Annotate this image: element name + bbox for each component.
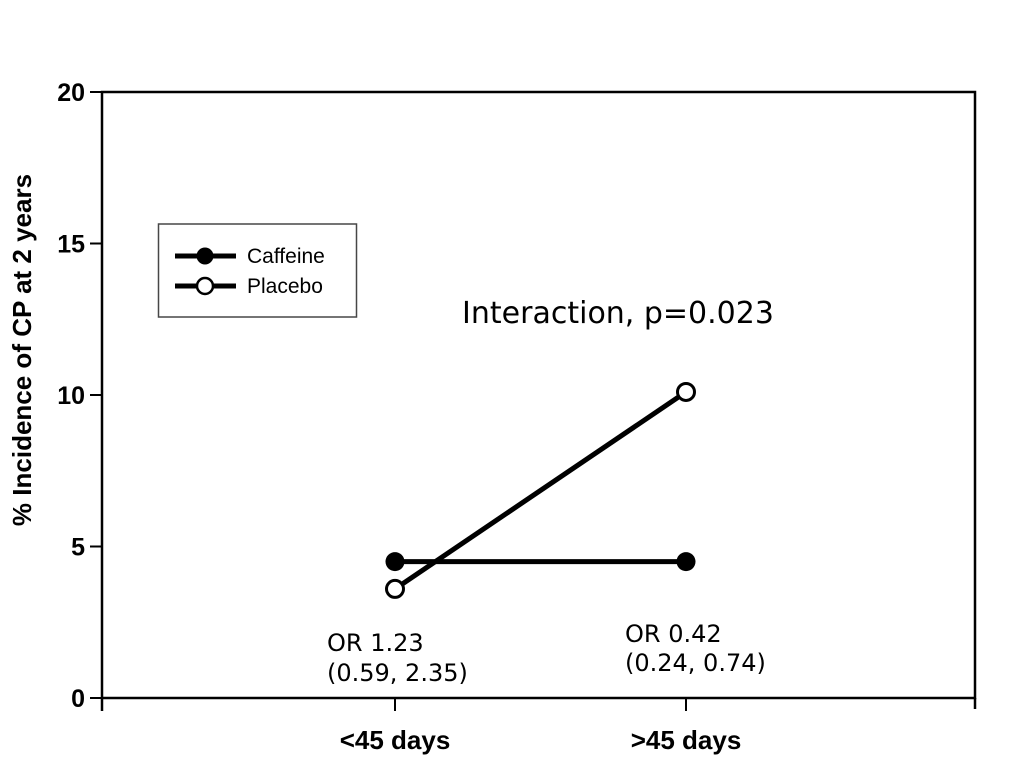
annotation-or-gt45-line2: (0.24, 0.74) <box>625 649 766 677</box>
plot-border <box>100 90 977 700</box>
legend-label-placebo: Placebo <box>247 275 323 298</box>
annotation-or-gt45-line1: OR 0.42 <box>625 620 722 648</box>
y-axis-title: % Incidence of CP at 2 years <box>7 174 37 526</box>
y-tick-label-15: 15 <box>57 231 85 259</box>
annotation-interaction: Interaction, p=0.023 <box>462 296 774 331</box>
legend-marker-caffeine <box>196 247 214 265</box>
annotation-or-lt45-line1: OR 1.23 <box>327 629 424 657</box>
legend-marker-placebo <box>195 276 215 296</box>
data-point-caffeine-lt45 <box>385 552 405 572</box>
data-point-placebo-gt45 <box>676 381 696 402</box>
x-tick-label-lt45: <45 days <box>340 725 451 755</box>
data-point-placebo-lt45 <box>385 578 405 599</box>
legend-label-caffeine: Caffeine <box>247 245 325 268</box>
legend-box <box>157 223 358 318</box>
series-line-placebo <box>393 389 688 591</box>
y-tick-label-0: 0 <box>71 685 85 713</box>
x-tick-label-gt45: >45 days <box>631 725 742 755</box>
y-tick-label-5: 5 <box>71 534 85 562</box>
y-tick-label-10: 10 <box>57 382 85 410</box>
data-point-caffeine-gt45 <box>676 552 696 572</box>
y-tick-label-20: 20 <box>57 79 85 107</box>
annotation-or-lt45-line2: (0.59, 2.35) <box>327 659 468 687</box>
